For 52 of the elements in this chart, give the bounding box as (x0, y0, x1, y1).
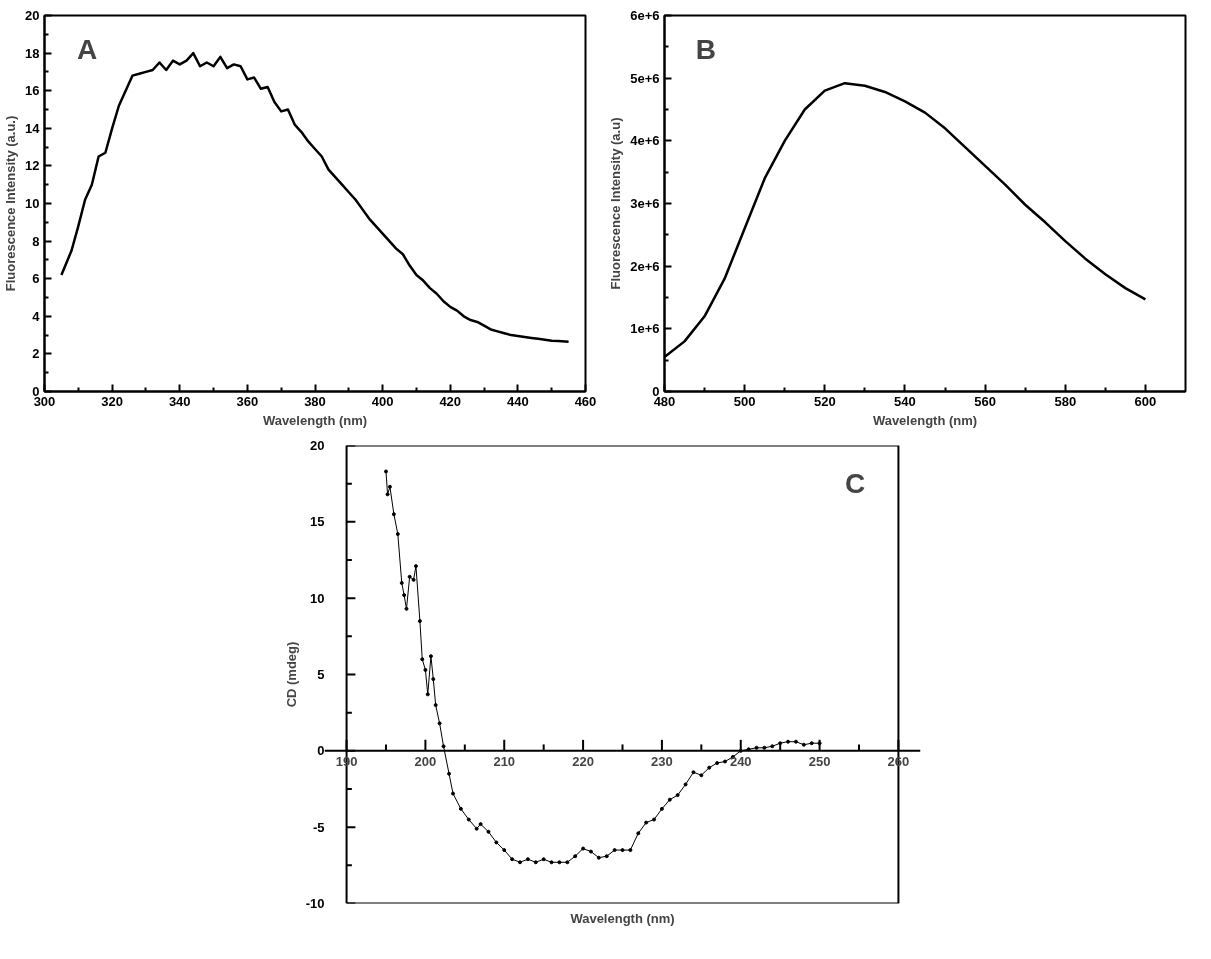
y-tick-label: 5 (317, 667, 325, 682)
y-axis-title: Fluorescence Intensity (a.u) (608, 117, 624, 290)
x-tick-label: 380 (304, 393, 326, 409)
y-tick-label: 2 (32, 346, 40, 362)
y-tick-label: 10 (25, 196, 40, 211)
x-tick-label: 200 (414, 753, 437, 769)
x-tick-label: 460 (574, 393, 597, 409)
annotation: A (76, 34, 98, 66)
y-tick-label: -5 (312, 819, 325, 835)
y-tick-label: 14 (25, 120, 41, 136)
x-axis-title: Wavelength (nm) (262, 412, 368, 428)
x-tick-label: 420 (439, 393, 462, 409)
y-tick-label: 6e+6 (630, 8, 660, 23)
x-tick-label: 540 (894, 393, 916, 409)
x-tick-label: 600 (1134, 393, 1157, 409)
x-axis-title: Wavelength (nm) (570, 910, 675, 926)
x-tick-label: 250 (808, 753, 831, 769)
y-tick-label: 2e+6 (630, 258, 660, 274)
y-tick-label: 15 (310, 514, 325, 530)
x-tick-label: 340 (168, 393, 191, 409)
y-tick-label: 16 (25, 83, 40, 99)
x-axis-title: Wavelength (nm) (872, 412, 978, 428)
y-tick-label: 8 (32, 233, 40, 249)
x-tick-label: 500 (733, 393, 756, 409)
y-tick-label: 18 (25, 45, 40, 61)
y-tick-label: 4 (32, 308, 41, 324)
y-axis-title: CD (mdeg) (283, 641, 299, 708)
annotation: B (695, 34, 716, 66)
annotation: C (845, 468, 866, 500)
x-tick-label: 360 (236, 393, 259, 409)
x-tick-label: 400 (371, 393, 394, 409)
y-axis-title: Fluorescence Intensity (a.u.) (3, 115, 19, 292)
x-tick-label: 580 (1054, 393, 1077, 409)
y-tick-label: 6 (32, 271, 40, 287)
y-tick-label: 0 (317, 743, 325, 759)
y-tick-label: 5e+6 (630, 70, 660, 86)
x-tick-label: 210 (493, 753, 516, 769)
y-tick-label: 20 (25, 8, 40, 23)
x-tick-label: 520 (813, 393, 836, 409)
y-tick-label: 4e+6 (630, 133, 660, 149)
y-tick-label: 20 (310, 438, 325, 453)
x-tick-label: 240 (729, 753, 752, 769)
x-tick-label: 560 (974, 393, 996, 409)
y-tick-label: 3e+6 (630, 196, 660, 211)
y-tick-label: 1e+6 (630, 321, 660, 337)
x-tick-label: 230 (651, 753, 673, 769)
y-tick-label: 12 (25, 158, 40, 174)
x-tick-label: 320 (101, 393, 123, 409)
y-tick-label: -10 (305, 896, 325, 911)
x-tick-label: 220 (572, 753, 594, 769)
x-tick-label: 440 (507, 393, 529, 409)
y-tick-label: 10 (310, 590, 325, 606)
